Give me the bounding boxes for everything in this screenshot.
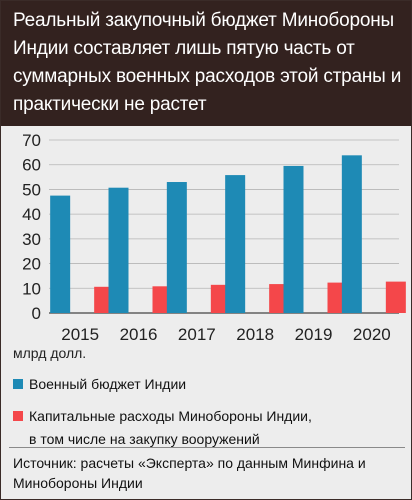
y-tick-label: 0 (32, 304, 41, 323)
x-tick-label: 2017 (178, 325, 216, 341)
chart-title: Реальный закупочный бюджет Минобороны Ин… (13, 10, 402, 115)
x-tick-label: 2018 (236, 325, 274, 341)
legend-label: Капитальные расходы Минобороны Индии, (29, 408, 312, 424)
bars (50, 155, 406, 313)
bar-military-budget (166, 182, 187, 313)
y-tick-label: 30 (22, 230, 41, 249)
x-tick-label: 2016 (120, 325, 158, 341)
bar-military-budget (225, 175, 246, 313)
x-tick-label: 2015 (61, 325, 99, 341)
y-axis: 0 10 20 30 40 50 60 70 (22, 131, 41, 323)
y-tick-label: 20 (22, 255, 41, 274)
bar-military-budget (283, 165, 304, 313)
divider (9, 447, 405, 448)
y-tick-label: 50 (22, 180, 41, 199)
source-note: Источник: расчеты «Эксперта» по данным М… (13, 455, 366, 491)
bar-military-budget (108, 187, 129, 313)
legend-item-capital-spending: Капитальные расходы Минобороны Индии, (13, 405, 408, 427)
legend-swatch-red (13, 411, 23, 421)
legend-label: Военный бюджет Индии (29, 376, 187, 392)
legend-swatch-blue (13, 379, 23, 389)
y-tick-label: 40 (22, 205, 41, 224)
bar-capital-spending (385, 281, 406, 313)
legend-item-military-budget: Военный бюджет Индии (13, 373, 408, 395)
bar-military-budget (50, 195, 71, 313)
y-tick-label: 70 (22, 131, 41, 150)
legend: Военный бюджет Индии Капитальные расходы… (13, 373, 408, 451)
y-tick-label: 10 (22, 279, 41, 298)
x-tick-label: 2019 (295, 325, 333, 341)
y-tick-label: 60 (22, 156, 41, 175)
bar-military-budget (341, 155, 362, 313)
unit-label: млрд долл. (13, 345, 87, 361)
title-bar: Реальный закупочный бюджет Минобороны Ин… (1, 1, 411, 126)
bar-chart: 0 10 20 30 40 50 60 70 2015 2016 2017 2018 2019 2020 (22, 131, 406, 341)
x-axis: 2015 2016 2017 2018 2019 2020 (61, 325, 390, 341)
x-tick-label: 2020 (353, 325, 391, 341)
legend-label-continued: в том числе на закупку вооружений (29, 431, 260, 447)
